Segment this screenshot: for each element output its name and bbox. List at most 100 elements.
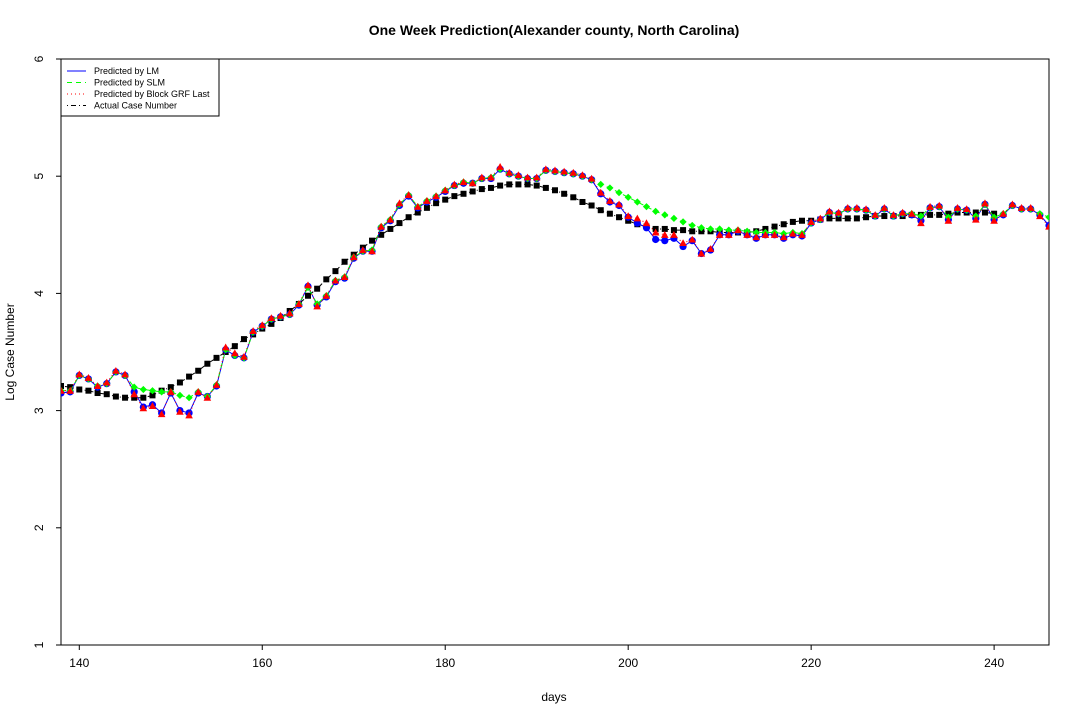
series-line [61,168,1049,414]
data-point [552,187,558,194]
data-point [670,214,678,222]
data-point [624,212,632,220]
data-point [862,205,870,213]
data-point [213,354,220,361]
data-point [497,182,504,189]
data-point [935,201,944,209]
data-point [835,215,842,222]
data-point [542,165,550,173]
legend-label: Actual Case Number [94,101,177,111]
data-point [405,214,412,221]
data-point [999,209,1008,217]
data-point [597,180,605,189]
plot-frame [60,58,1050,646]
series-line [61,166,1049,416]
data-point [304,281,312,289]
data-point [378,231,385,238]
data-point [616,214,623,221]
data-point [93,382,102,390]
data-point [240,352,248,360]
data-point [660,231,669,238]
data-point [103,391,110,398]
data-point [61,382,64,389]
data-point [606,197,614,204]
series-predicted-by-block-grf-last [61,163,1049,419]
data-point [652,235,660,244]
y-tick-label: 6 [32,55,46,62]
data-point [542,184,549,191]
data-point [212,381,221,388]
data-point [981,209,988,216]
data-point [688,235,697,243]
data-point [469,188,476,195]
data-point [743,231,751,238]
data-point [689,228,696,235]
data-point [258,321,267,329]
data-point [725,231,733,238]
data-point [432,192,440,200]
data-point [112,393,119,400]
data-point [953,204,962,211]
data-point [936,211,943,218]
data-point [1045,213,1049,221]
data-point [853,215,860,222]
data-point [917,212,925,220]
data-point [515,181,522,188]
data-point [560,167,568,175]
data-point [661,211,669,219]
data-point [807,218,815,225]
data-point [377,222,385,230]
data-point [523,173,532,181]
data-point [478,173,486,181]
data-point [514,171,523,179]
data-point [340,273,349,281]
data-point [1045,222,1049,230]
data-point [487,184,494,191]
legend-label: Predicted by LM [94,66,159,76]
data-point [285,309,294,317]
data-point [176,407,184,415]
data-point [670,231,678,238]
data-point [460,190,467,197]
data-point [533,182,540,189]
data-point [927,211,934,218]
data-point [450,180,459,188]
data-point [194,388,203,395]
series-actual-case-number [61,181,998,401]
data-point [139,404,148,412]
legend-label: Predicted by Block GRF Last [94,89,210,99]
x-tick-label: 220 [801,656,821,670]
data-point [569,168,578,176]
data-point [561,190,568,197]
data-point [789,229,797,237]
data-point [84,373,93,381]
data-point [130,383,138,391]
data-point [487,173,495,181]
series-layer [61,163,1049,419]
data-point [359,246,367,254]
data-point [752,233,761,241]
x-axis: 140 160 180 200 220 240 [69,645,1004,670]
data-point [990,216,998,224]
y-tick-label: 5 [32,173,46,180]
data-point [579,198,586,205]
data-point [578,171,587,179]
data-point [442,196,449,203]
data-point [323,276,330,283]
data-point [697,224,705,232]
data-point [102,378,111,386]
data-point [140,394,147,401]
x-tick-label: 200 [618,656,638,670]
data-point [624,193,632,201]
data-point [85,387,92,394]
x-tick-label: 180 [435,656,455,670]
data-point [396,220,403,227]
data-point [130,390,138,398]
data-point [139,385,147,394]
y-tick-label: 3 [32,407,46,414]
data-point [826,215,833,222]
data-point [715,231,724,238]
data-point [799,217,805,224]
data-point [716,225,724,233]
data-point [121,370,129,378]
